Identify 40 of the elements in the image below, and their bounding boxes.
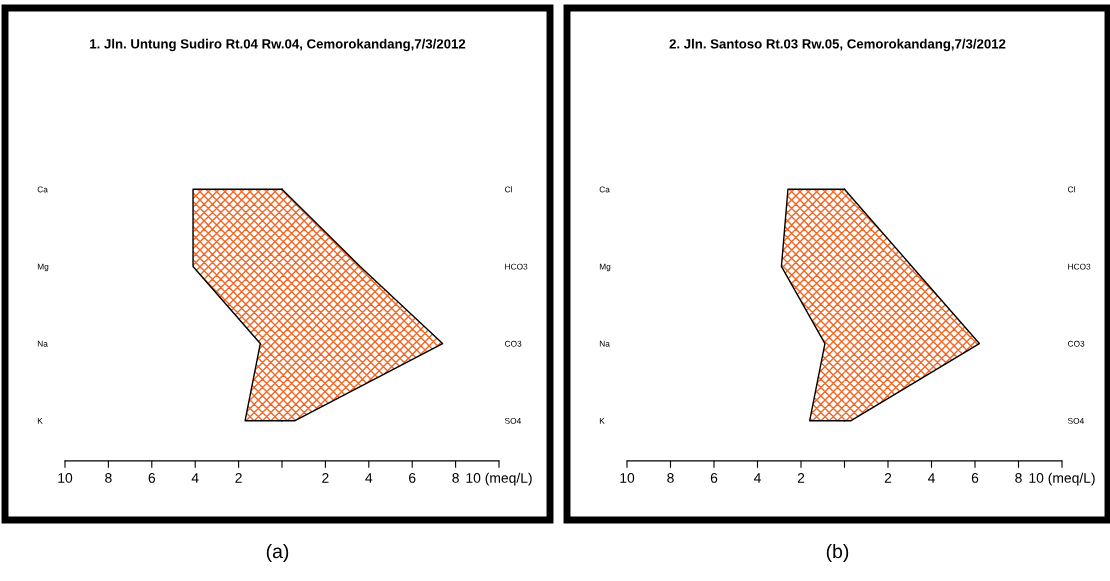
y2-tick-label: HCO3 xyxy=(1068,263,1091,270)
y-tick-label: K xyxy=(37,418,43,424)
x-tick-label: 6 xyxy=(409,473,416,483)
x-tick-label: 2 xyxy=(884,473,892,483)
y-tick-label: Ca xyxy=(37,186,48,193)
y2-tick-label: CO3 xyxy=(1067,340,1085,347)
x-tick-label: 4 xyxy=(191,473,199,483)
x-tick-label: 8 xyxy=(1015,473,1022,483)
x-tick-label: 6 xyxy=(148,473,156,483)
x-tick-label: 8 xyxy=(452,473,459,483)
x-tick-label: 6 xyxy=(710,473,718,483)
text: (a) xyxy=(266,543,289,563)
x-tick-label: 8 xyxy=(667,473,674,483)
y2-tick-label: Cl xyxy=(504,186,512,193)
y-tick-label: Mg xyxy=(599,263,611,272)
y2-tick-label: CO3 xyxy=(504,340,522,347)
y-tick-label: K xyxy=(599,418,605,424)
x-tick-label: 2 xyxy=(322,473,329,483)
y-tick-label: Mg xyxy=(37,263,49,272)
y-tick-label: Na xyxy=(37,340,48,347)
x-tick-label: 4 xyxy=(753,473,761,483)
y2-tick-label: SO4 xyxy=(1067,417,1084,424)
y-tick-label: Ca xyxy=(599,186,610,193)
x-tick-label: 4 xyxy=(365,473,373,483)
x-tick-label: 10 (meq/L) xyxy=(466,472,532,486)
x-tick-label: 8 xyxy=(105,473,112,483)
y2-tick-label: HCO3 xyxy=(505,263,528,270)
chart-title: 2. Jln. Santoso Rt.03 Rw.05, Cemorokandang,7/3/2012 xyxy=(669,38,1006,52)
y2-tick-label: Cl xyxy=(1067,186,1075,193)
y-tick-label: Na xyxy=(599,340,610,347)
x-tick-label: 10 xyxy=(58,473,73,483)
x-tick-label: 2 xyxy=(235,473,242,483)
x-tick-label: 2 xyxy=(797,473,805,483)
x-tick-label: 6 xyxy=(971,473,979,483)
chart-title: 1. Jln. Untung Sudiro Rt.04 Rw.04, Cemorokandang,7/3/2012 xyxy=(90,38,466,52)
x-tick-label: 4 xyxy=(927,473,935,483)
y2-tick-label: SO4 xyxy=(504,417,521,424)
x-tick-label: 10 (meq/L) xyxy=(1029,472,1095,486)
x-tick-label: 10 xyxy=(620,473,635,483)
text: (b) xyxy=(826,543,849,563)
